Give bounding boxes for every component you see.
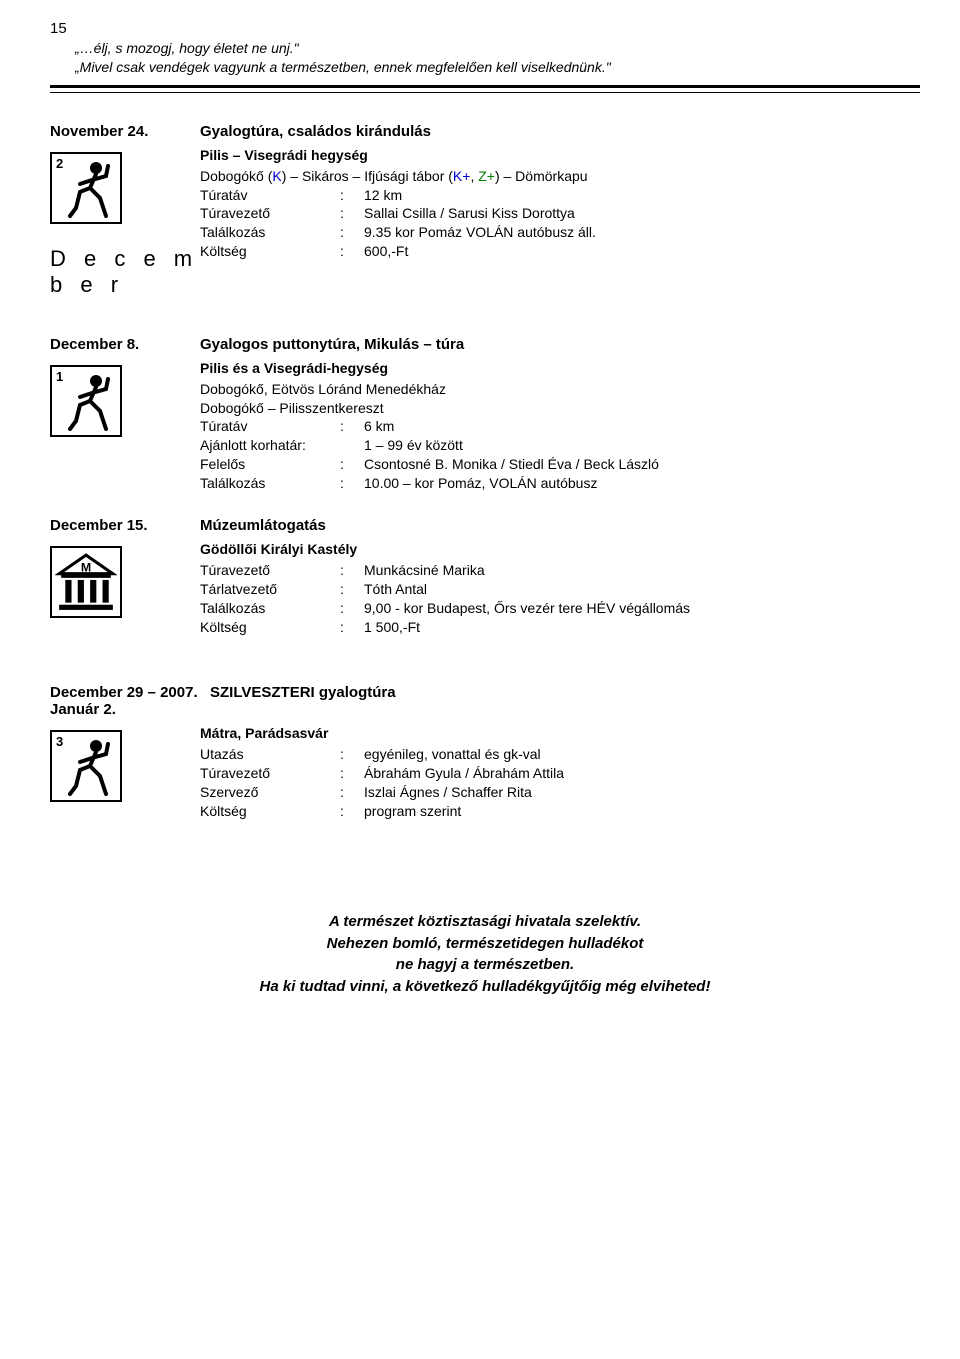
header-divider [50,85,920,93]
event-icon-cell: M [50,540,200,618]
page-footer: A természet köztisztasági hivatala szele… [50,911,920,998]
event-details: Gödöllői Királyi Kastély Túravezető:Munk… [200,540,920,636]
event-subheading: Pilis és a Visegrádi-hegység [200,359,920,378]
footer-line: A természet köztisztasági hivatala szele… [50,911,920,933]
event-title: Gyalogtúra, családos kirándulás [200,121,431,140]
event-detail: M Gödöllői Királyi Kastély Túravezető:Mu… [50,540,920,636]
hiker-icon: 3 [50,730,122,802]
museum-svg: M [55,551,117,613]
page-header: „…élj, s mozogj, hogy életet ne unj." „M… [50,39,920,77]
event-details: Mátra, Parádsasvár Utazás:egyénileg, von… [200,724,920,820]
event-details: Pilis és a Visegrádi-hegység Dobogókő, E… [200,359,920,493]
event-heading: December 8. Gyalogos puttonytúra, Mikulá… [50,334,920,353]
icon-number: 2 [56,156,63,171]
footer-line: Ha ki tudtad vinni, a következő hulladék… [50,976,920,998]
event-heading: December 15. Múzeumlátogatás [50,515,920,534]
event-title: Múzeumlátogatás [200,515,326,534]
header-quote-1: „…élj, s mozogj, hogy életet ne unj." [75,39,920,58]
header-quote-2: „Mivel csak vendégek vagyunk a természet… [75,58,920,77]
icon-number: 1 [56,369,63,384]
event-icon-cell: 3 [50,724,200,802]
event-subheading: Pilis – Visegrádi hegység [200,146,920,165]
hiker-svg [56,371,116,431]
page-number: 15 [50,20,920,37]
footer-line: Nehezen bomló, természetidegen hulladéko… [50,933,920,955]
hiker-svg [56,736,116,796]
event-heading: November 24. Gyalogtúra, családos kiránd… [50,121,920,140]
svg-text:M: M [81,561,91,575]
event-detail: 1 Pilis és a Visegrádi-hegység Dobogókő,… [50,359,920,493]
event-date: December 15. [50,515,200,534]
event-icon-cell: 2 D e c e m b e r [50,146,200,312]
event-subheading: Mátra, Parádsasvár [200,724,920,743]
event-heading: December 29 – 2007. Január 2. SZILVESZTE… [50,682,920,718]
event-details: Pilis – Visegrádi hegység Dobogókő (K) –… [200,146,920,261]
event-icon-cell: 1 [50,359,200,437]
event-route: Dobogókő (K) – Sikáros – Ifjúsági tábor … [200,167,920,186]
event-detail: 2 D e c e m b e r Pilis – Visegrádi hegy… [50,146,920,312]
footer-line: ne hagyj a természetben. [50,954,920,976]
hiker-svg [56,158,116,218]
event-subheading: Gödöllői Királyi Kastély [200,540,920,559]
hiker-icon: 2 [50,152,122,224]
event-date: December 8. [50,334,200,353]
hiker-icon: 1 [50,365,122,437]
museum-icon: M [50,546,122,618]
event-date: December 29 – 2007. Január 2. [50,682,210,718]
event-title: SZILVESZTERI gyalogtúra [210,682,396,701]
event-detail: 3 Mátra, Parádsasvár Utazás:egyénileg, v… [50,724,920,820]
event-title: Gyalogos puttonytúra, Mikulás – túra [200,334,464,353]
december-section: D e c e m b e r [50,246,200,298]
event-line: Dobogókő – Pilisszentkereszt [200,399,920,418]
event-date: November 24. [50,121,200,140]
icon-number: 3 [56,734,63,749]
event-line: Dobogókő, Eötvös Lóránd Menedékház [200,380,920,399]
